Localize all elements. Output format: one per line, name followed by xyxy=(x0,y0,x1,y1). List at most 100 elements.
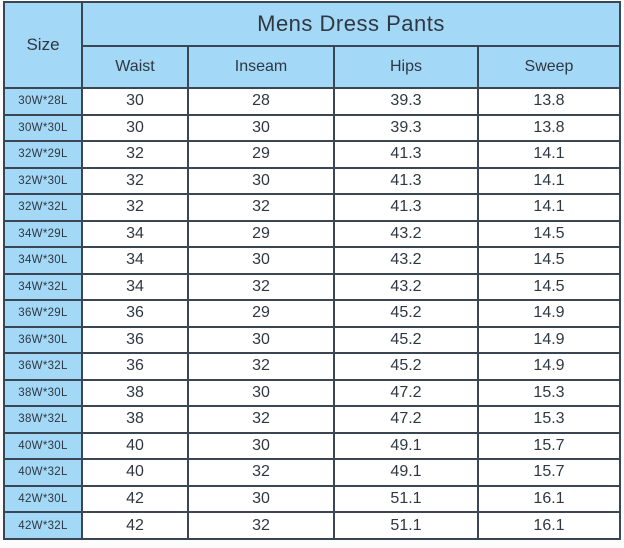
hips-cell: 49.1 xyxy=(333,458,479,487)
size-cell: 32W*29L xyxy=(3,140,83,169)
table-row: 34W*32L 34 32 43.2 14.5 xyxy=(3,272,621,302)
sweep-cell: 14.1 xyxy=(477,193,621,222)
table-row: 34W*30L 34 30 43.2 14.5 xyxy=(3,246,621,275)
waist-cell: 40 xyxy=(81,458,189,487)
inseam-cell: 30 xyxy=(187,378,335,408)
column-header-inseam: Inseam xyxy=(187,45,335,89)
table-row: 30W*30L 30 30 39.3 13.8 xyxy=(3,113,621,143)
hips-cell: 43.2 xyxy=(333,272,479,302)
size-cell: 40W*32L xyxy=(3,458,83,487)
waist-cell: 36 xyxy=(81,325,189,355)
hips-cell: 51.1 xyxy=(333,511,479,540)
table-row: 40W*32L 40 32 49.1 15.7 xyxy=(3,458,621,487)
hips-cell: 45.2 xyxy=(333,352,479,381)
table-row: 36W*32L 36 32 45.2 14.9 xyxy=(3,352,621,381)
size-chart: Size Mens Dress Pants Waist Inseam Hips … xyxy=(3,1,621,540)
waist-cell: 40 xyxy=(81,431,189,461)
hips-cell: 49.1 xyxy=(333,431,479,461)
inseam-cell: 30 xyxy=(187,325,335,355)
sweep-cell: 14.9 xyxy=(477,325,621,355)
hips-cell: 43.2 xyxy=(333,219,479,249)
waist-cell: 30 xyxy=(81,113,189,143)
size-cell: 36W*29L xyxy=(3,299,83,328)
hips-cell: 47.2 xyxy=(333,405,479,434)
hips-cell: 39.3 xyxy=(333,87,479,116)
size-cell: 34W*30L xyxy=(3,246,83,275)
sweep-cell: 13.8 xyxy=(477,113,621,143)
table-row: 40W*30L 40 30 49.1 15.7 xyxy=(3,431,621,461)
hips-cell: 41.3 xyxy=(333,166,479,196)
waist-cell: 38 xyxy=(81,405,189,434)
inseam-cell: 30 xyxy=(187,484,335,514)
hips-cell: 41.3 xyxy=(333,193,479,222)
table-row: 36W*30L 36 30 45.2 14.9 xyxy=(3,325,621,355)
table-row: 34W*29L 34 29 43.2 14.5 xyxy=(3,219,621,249)
size-cell: 38W*30L xyxy=(3,378,83,408)
column-header-row: Waist Inseam Hips Sweep xyxy=(4,45,621,89)
inseam-cell: 28 xyxy=(187,87,335,116)
waist-cell: 32 xyxy=(81,193,189,222)
sweep-cell: 14.5 xyxy=(477,219,621,249)
size-cell: 36W*32L xyxy=(3,352,83,381)
inseam-cell: 32 xyxy=(187,405,335,434)
column-header-sweep: Sweep xyxy=(477,45,621,89)
size-cell: 42W*30L xyxy=(3,484,83,514)
size-cell: 38W*32L xyxy=(3,405,83,434)
waist-cell: 36 xyxy=(81,299,189,328)
table-row: 42W*32L 42 32 51.1 16.1 xyxy=(3,511,621,540)
inseam-cell: 29 xyxy=(187,219,335,249)
sweep-cell: 14.1 xyxy=(477,166,621,196)
sweep-cell: 14.9 xyxy=(477,352,621,381)
waist-cell: 32 xyxy=(81,140,189,169)
sweep-cell: 16.1 xyxy=(477,484,621,514)
sweep-cell: 16.1 xyxy=(477,511,621,540)
size-cell: 32W*30L xyxy=(3,166,83,196)
table-row: 32W*30L 32 30 41.3 14.1 xyxy=(3,166,621,196)
inseam-cell: 32 xyxy=(187,272,335,302)
waist-cell: 30 xyxy=(81,87,189,116)
hips-cell: 39.3 xyxy=(333,113,479,143)
title-row: Size Mens Dress Pants xyxy=(3,1,621,89)
hips-cell: 45.2 xyxy=(333,299,479,328)
waist-cell: 38 xyxy=(81,378,189,408)
table-row: 32W*32L 32 32 41.3 14.1 xyxy=(3,193,621,222)
size-column-header: Size xyxy=(3,1,83,89)
size-cell: 42W*32L xyxy=(3,511,83,540)
table-body: 30W*28L 30 28 39.3 13.8 30W*30L 30 30 39.3 13.8 32… xyxy=(3,87,621,540)
inseam-cell: 32 xyxy=(187,352,335,381)
table-row: 32W*29L 32 29 41.3 14.1 xyxy=(3,140,621,169)
size-chart-table: Size Mens Dress Pants Waist Inseam Hips … xyxy=(3,1,621,540)
table-title: Mens Dress Pants xyxy=(81,1,621,47)
sweep-cell: 15.7 xyxy=(477,458,621,487)
waist-cell: 34 xyxy=(81,219,189,249)
size-cell: 32W*32L xyxy=(3,193,83,222)
inseam-cell: 30 xyxy=(187,166,335,196)
sweep-cell: 14.5 xyxy=(477,246,621,275)
waist-cell: 36 xyxy=(81,352,189,381)
hips-cell: 45.2 xyxy=(333,325,479,355)
waist-cell: 42 xyxy=(81,484,189,514)
inseam-cell: 30 xyxy=(187,431,335,461)
size-cell: 34W*29L xyxy=(3,219,83,249)
column-header-hips: Hips xyxy=(333,45,479,89)
hips-cell: 43.2 xyxy=(333,246,479,275)
sweep-cell: 15.3 xyxy=(477,378,621,408)
table-row: 38W*32L 38 32 47.2 15.3 xyxy=(3,405,621,434)
waist-cell: 32 xyxy=(81,166,189,196)
sweep-cell: 15.3 xyxy=(477,405,621,434)
inseam-cell: 29 xyxy=(187,299,335,328)
waist-cell: 42 xyxy=(81,511,189,540)
table-row: 36W*29L 36 29 45.2 14.9 xyxy=(3,299,621,328)
sweep-cell: 13.8 xyxy=(477,87,621,116)
column-header-waist: Waist xyxy=(81,45,189,89)
inseam-cell: 29 xyxy=(187,140,335,169)
hips-cell: 47.2 xyxy=(333,378,479,408)
inseam-cell: 30 xyxy=(187,246,335,275)
table-row: 42W*30L 42 30 51.1 16.1 xyxy=(3,484,621,514)
inseam-cell: 32 xyxy=(187,458,335,487)
sweep-cell: 14.1 xyxy=(477,140,621,169)
inseam-cell: 32 xyxy=(187,511,335,540)
table-row: 38W*30L 38 30 47.2 15.3 xyxy=(3,378,621,408)
waist-cell: 34 xyxy=(81,272,189,302)
size-cell: 30W*30L xyxy=(3,113,83,143)
